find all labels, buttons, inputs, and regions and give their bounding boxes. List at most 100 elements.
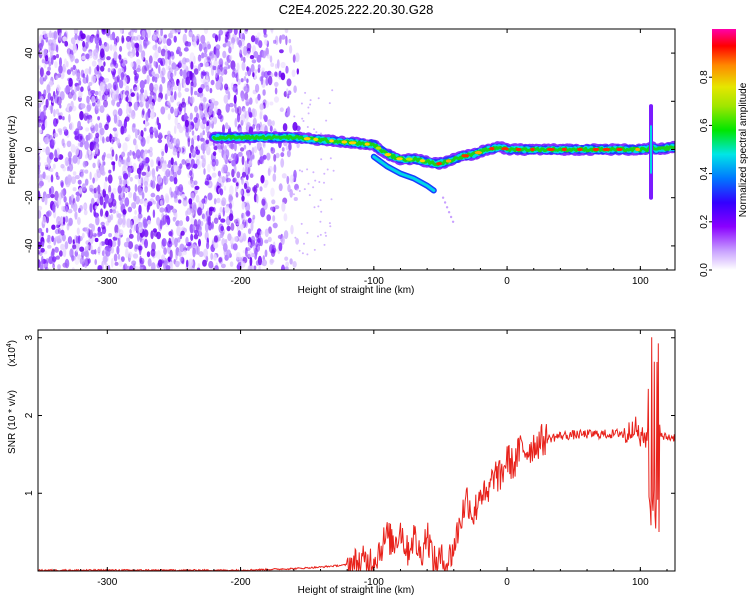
noise-speckle [278,242,283,252]
noise-speckle [66,223,70,231]
noise-speckle [135,195,140,205]
noise-speckle [115,36,120,43]
noise-speckle [117,228,121,234]
noise-speckle [39,111,45,121]
noise-speckle [156,200,160,210]
noise-speckle [286,66,289,74]
noise-speckle [105,29,111,37]
noise-speckle [218,212,221,218]
noise-speckle [266,152,271,161]
noise-speckle [88,229,93,239]
noise-speckle [235,191,239,198]
noise-speckle [79,142,84,148]
noise-speckle [228,46,232,54]
noise-speckle [109,33,113,41]
noise-speckle [245,202,251,213]
noise-speckle [155,194,161,202]
noise-speckle [221,176,226,183]
noise-speckle [211,158,216,167]
noise-speckle [260,126,264,131]
noise-speckle [47,234,51,240]
noise-speckle [225,177,232,183]
noise-speckle [236,112,241,123]
noise-speckle [140,88,145,94]
noise-speckle [189,121,195,130]
noise-speckle [75,235,79,244]
noise-speckle [136,34,142,41]
noise-speckle [200,96,204,102]
noise-speckle [243,182,248,190]
noise-speckle [190,61,194,70]
noise-speckle [39,129,42,134]
noise-speckle [164,56,168,66]
noise-speckle [318,181,321,183]
noise-speckle [256,37,260,46]
noise-speckle [147,165,150,172]
noise-speckle [332,169,335,172]
noise-speckle [95,216,100,226]
noise-speckle [182,249,187,256]
noise-speckle [56,44,59,53]
noise-speckle [252,214,256,220]
noise-speckle [147,203,151,211]
noise-speckle [114,62,119,69]
noise-speckle [143,40,148,50]
noise-speckle [149,91,155,96]
noise-speckle [192,148,195,156]
noise-speckle [141,171,147,176]
noise-speckle [181,159,186,165]
noise-speckle [235,182,239,187]
noise-speckle [231,43,235,50]
noise-speckle [193,117,198,123]
noise-speckle [106,245,112,252]
noise-speckle [241,38,245,47]
noise-speckle [285,88,289,97]
noise-speckle [194,185,200,190]
noise-speckle [79,246,85,252]
noise-speckle [188,198,193,205]
noise-speckle [139,265,144,270]
noise-speckle [170,157,174,166]
noise-speckle [97,116,100,121]
noise-speckle [99,208,104,217]
noise-speckle [71,267,75,270]
noise-speckle [74,145,80,156]
noise-speckle [44,161,49,168]
spectrogram-x-tick-label: -200 [231,276,251,287]
noise-speckle [177,82,182,93]
noise-speckle [124,90,130,96]
noise-speckle [66,69,72,75]
noise-speckle [88,81,93,87]
noise-speckle [135,67,141,73]
noise-speckle [241,195,245,202]
noise-speckle [70,176,77,185]
noise-speckle [117,217,123,225]
noise-speckle [131,29,136,33]
noise-speckle [151,169,156,176]
noise-speckle [151,262,156,270]
noise-speckle [214,265,219,270]
noise-speckle [257,64,261,70]
noise-speckle [240,223,244,230]
noise-speckle [269,101,274,106]
noise-speckle [214,69,218,78]
noise-speckle [116,94,120,101]
noise-speckle [90,90,96,95]
noise-speckle [131,110,136,120]
noise-speckle [328,222,331,225]
noise-speckle [38,205,43,211]
noise-speckle [103,61,106,67]
noise-speckle [220,225,224,232]
noise-speckle [173,125,177,135]
spectrogram-x-label: Height of straight line (km) [298,285,415,296]
noise-speckle [270,29,274,34]
noise-speckle [219,67,225,76]
noise-speckle [92,142,96,151]
noise-speckle [107,265,111,270]
noise-speckle [306,168,309,171]
noise-speckle [58,115,63,120]
spectrogram-y-label: Frequency (Hz) [7,116,18,185]
svg-text:(x104): (x104) [6,340,18,367]
noise-speckle [118,157,122,168]
noise-speckle [98,39,102,46]
